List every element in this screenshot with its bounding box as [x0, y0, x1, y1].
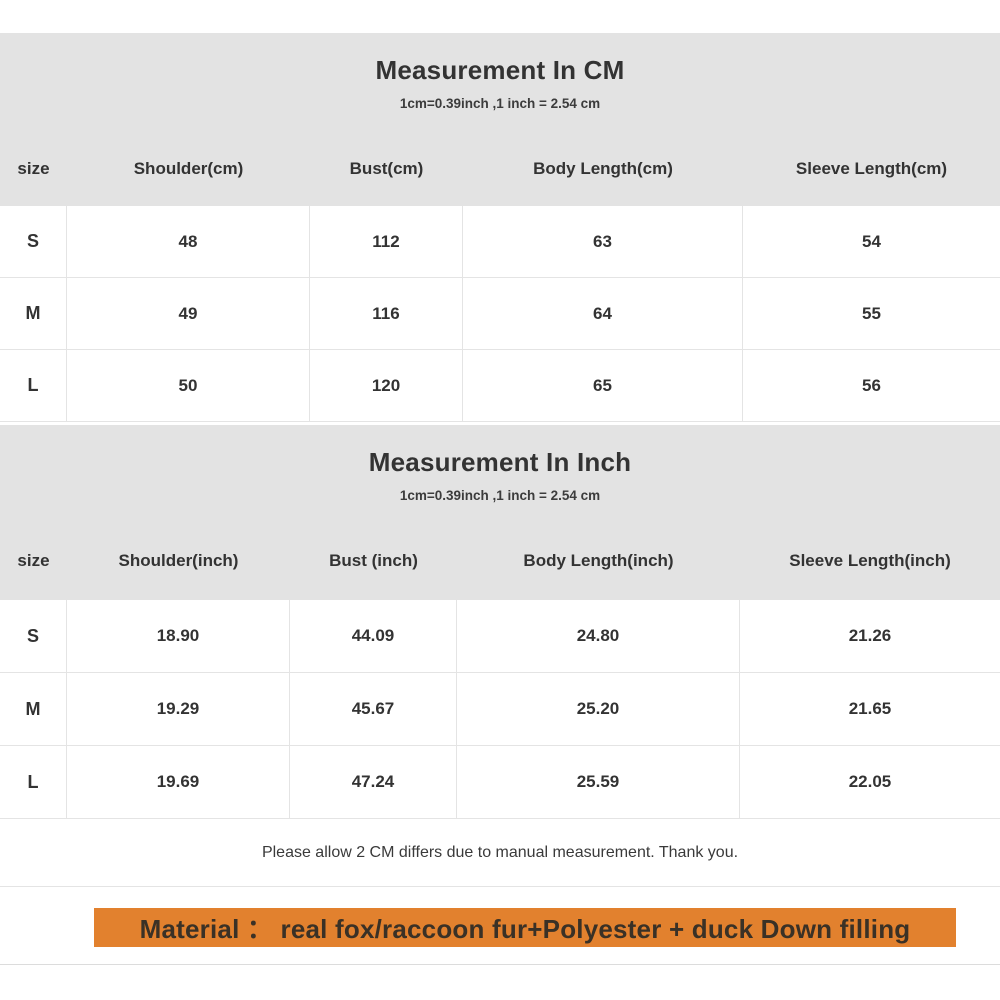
inch-title: Measurement In Inch — [368, 447, 632, 477]
cm-section-header: Measurement In CM 1cm=0.39inch ,1 inch =… — [0, 33, 1000, 206]
inch-row-s-shoulder: 18.90 — [67, 600, 290, 673]
inch-row-m-bust: 45.67 — [290, 673, 457, 746]
inch-row-l-shoulder: 19.69 — [67, 746, 290, 819]
cm-row-s-size: S — [0, 206, 67, 278]
measurement-note: Please allow 2 CM differs due to manual … — [0, 819, 1000, 887]
cm-row-m-sleeve-length: 55 — [743, 278, 1000, 350]
cm-row-m-body-length: 64 — [463, 278, 743, 350]
inch-section-header: Measurement In Inch 1cm=0.39inch ,1 inch… — [0, 425, 1000, 600]
inch-row-s-bust: 44.09 — [290, 600, 457, 673]
cm-subtitle: 1cm=0.39inch ,1 inch = 2.54 cm — [399, 96, 601, 111]
cm-column-header-row: size Shoulder(cm) Bust(cm) Body Length(c… — [0, 158, 1000, 180]
inch-row-m-body-length: 25.20 — [457, 673, 740, 746]
cm-col-shoulder: Shoulder(cm) — [133, 159, 244, 178]
cm-row-l-sleeve-length: 56 — [743, 350, 1000, 422]
inch-row-m-size: M — [0, 673, 67, 746]
inch-column-header-row: size Shoulder(inch) Bust (inch) Body Len… — [0, 550, 1000, 572]
inch-col-sleeve-length: Sleeve Length(inch) — [789, 551, 951, 570]
inch-table: S 18.90 44.09 24.80 21.26 M 19.29 45.67 … — [0, 600, 1000, 819]
cm-col-body-length: Body Length(cm) — [533, 159, 673, 178]
material-text: Material ： real fox/raccoon fur+Polyeste… — [139, 914, 911, 944]
inch-row-m-shoulder: 19.29 — [67, 673, 290, 746]
inch-row-l-bust: 47.24 — [290, 746, 457, 819]
cm-row-l-shoulder: 50 — [67, 350, 310, 422]
inch-row-s-size: S — [0, 600, 67, 673]
cm-col-bust: Bust(cm) — [349, 159, 424, 178]
inch-row-l-sleeve-length: 22.05 — [740, 746, 1000, 819]
inch-col-bust: Bust (inch) — [329, 551, 418, 570]
inch-row-l-body-length: 25.59 — [457, 746, 740, 819]
cm-col-sleeve-length: Sleeve Length(cm) — [795, 159, 948, 178]
inch-col-body-length: Body Length(inch) — [523, 551, 674, 570]
cm-row-s-sleeve-length: 54 — [743, 206, 1000, 278]
cm-row-m-size: M — [0, 278, 67, 350]
cm-row-s-shoulder: 48 — [67, 206, 310, 278]
cm-row-m-shoulder: 49 — [67, 278, 310, 350]
inch-row-l-size: L — [0, 746, 67, 819]
cm-col-size: size — [17, 159, 50, 178]
cm-row-l-bust: 120 — [310, 350, 463, 422]
inch-col-shoulder: Shoulder(inch) — [118, 551, 239, 570]
cm-row-l-size: L — [0, 350, 67, 422]
inch-row-m-sleeve-length: 21.65 — [740, 673, 1000, 746]
inch-subtitle: 1cm=0.39inch ,1 inch = 2.54 cm — [399, 488, 601, 503]
cm-row-m-bust: 116 — [310, 278, 463, 350]
top-whitespace — [0, 0, 1000, 33]
cm-table: S 48 112 63 54 M 49 116 64 55 L 50 120 6… — [0, 206, 1000, 422]
bottom-divider — [0, 964, 1000, 965]
inch-col-size: size — [17, 551, 50, 570]
cm-title: Measurement In CM — [375, 55, 625, 85]
cm-row-l-body-length: 65 — [463, 350, 743, 422]
inch-row-s-sleeve-length: 21.26 — [740, 600, 1000, 673]
cm-row-s-body-length: 63 — [463, 206, 743, 278]
inch-row-s-body-length: 24.80 — [457, 600, 740, 673]
cm-row-s-bust: 112 — [310, 206, 463, 278]
material-banner: Material ： real fox/raccoon fur+Polyeste… — [94, 908, 956, 947]
